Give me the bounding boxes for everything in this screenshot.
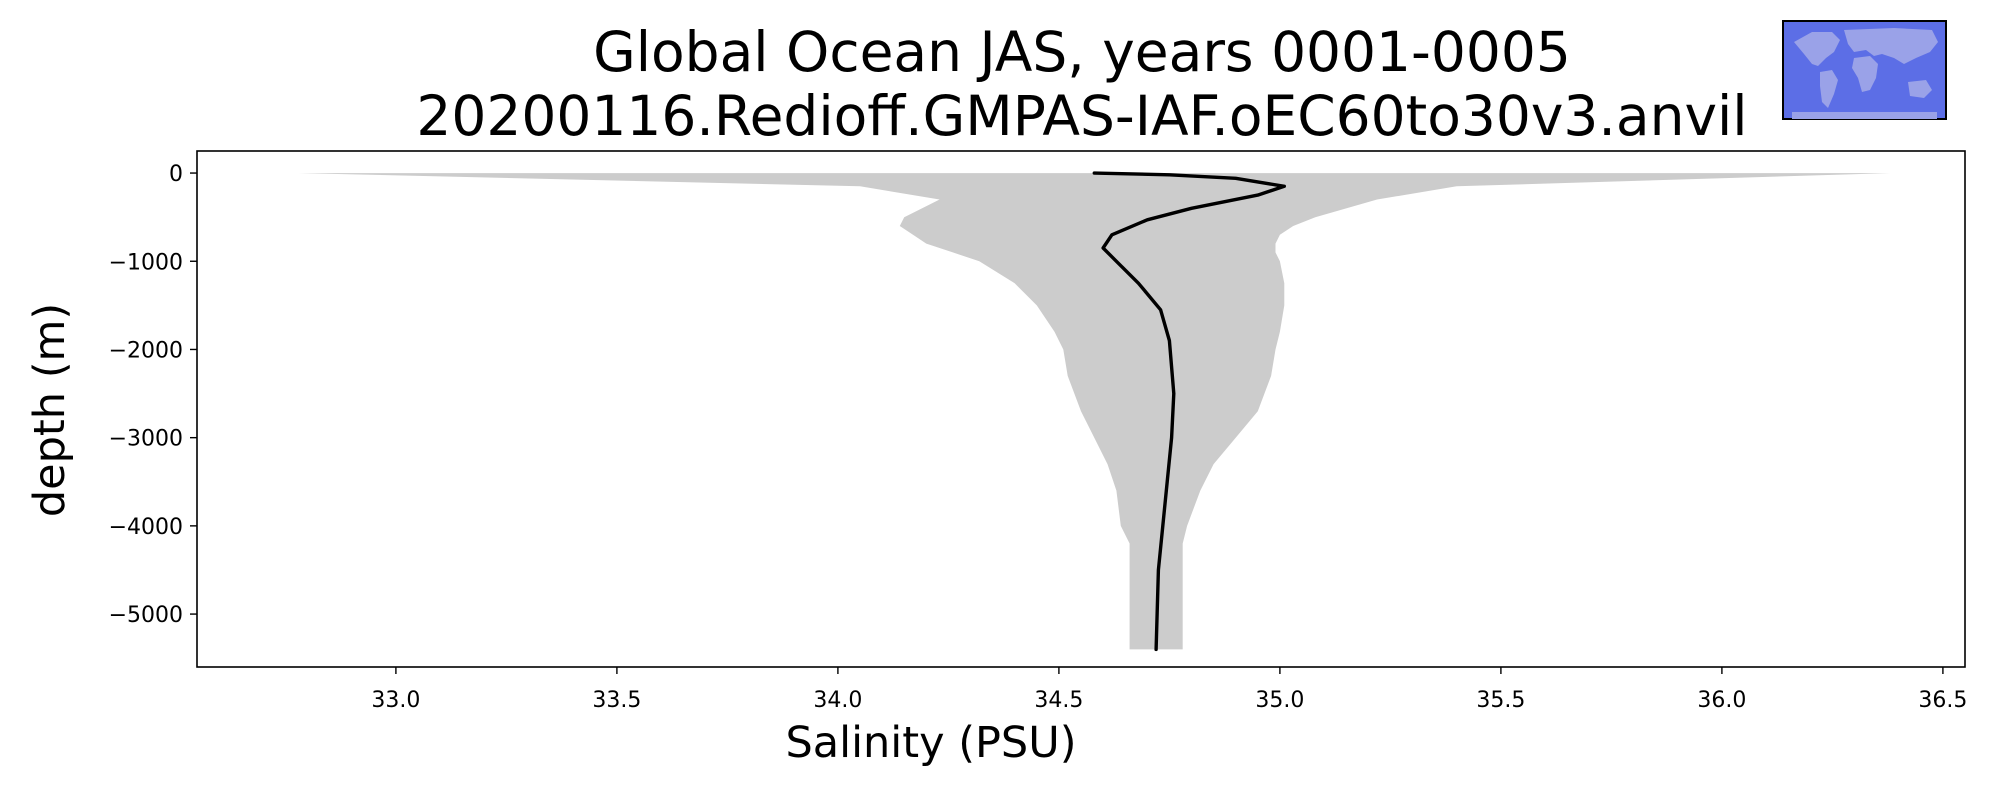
profile-point — [1173, 392, 1175, 395]
x-tick-label: 35.5 — [1476, 688, 1525, 713]
axes-frame — [196, 150, 1966, 668]
x-tick-label: 36.0 — [1697, 688, 1746, 713]
profile-point — [1146, 219, 1149, 221]
profile-point — [1137, 282, 1140, 285]
profile-point — [1168, 339, 1171, 342]
salinity-range-band — [298, 173, 1890, 650]
chart-title: Global Ocean JAS, years 0001-0005 — [593, 20, 1571, 84]
profile-point — [1234, 177, 1237, 180]
profile-point — [1162, 525, 1164, 527]
x-tick-label: 34.5 — [1034, 688, 1083, 713]
x-tick-label: 35.0 — [1255, 688, 1304, 713]
profile-point — [1115, 260, 1118, 263]
y-tick-label: −3000 — [109, 427, 183, 452]
y-axis-label: depth (m) — [25, 302, 75, 518]
y-tick-label: −5000 — [109, 603, 183, 628]
chart-subtitle: 20200116.Redioff.GMPAS-IAF.oEC60to30v3.a… — [416, 84, 1748, 148]
x-tick-label: 36.5 — [1918, 688, 1967, 713]
y-tick-label: 0 — [169, 162, 183, 187]
region-map-inset — [1782, 20, 1947, 120]
profile-point — [1093, 172, 1096, 174]
profile-point — [1102, 247, 1104, 249]
profile-point — [1155, 648, 1157, 651]
map-land — [1792, 28, 1938, 119]
profile-point — [1159, 309, 1162, 311]
profile-point — [1283, 185, 1286, 188]
y-tick-label: −1000 — [109, 250, 183, 275]
profile-point — [1170, 436, 1173, 439]
profile-point — [1257, 194, 1259, 196]
x-axis-label: Salinity (PSU) — [785, 718, 1077, 768]
profile-point — [1168, 174, 1171, 176]
profile-point — [1157, 569, 1160, 571]
x-tick-label: 34.0 — [813, 688, 862, 713]
profile-point — [1190, 207, 1193, 210]
y-tick-label: −4000 — [109, 515, 183, 540]
profile-point — [1111, 234, 1113, 236]
y-tick-label: −2000 — [109, 338, 183, 363]
x-tick-label: 33.0 — [371, 688, 420, 713]
profile-point — [1166, 481, 1168, 483]
x-tick-label: 33.5 — [592, 688, 641, 713]
